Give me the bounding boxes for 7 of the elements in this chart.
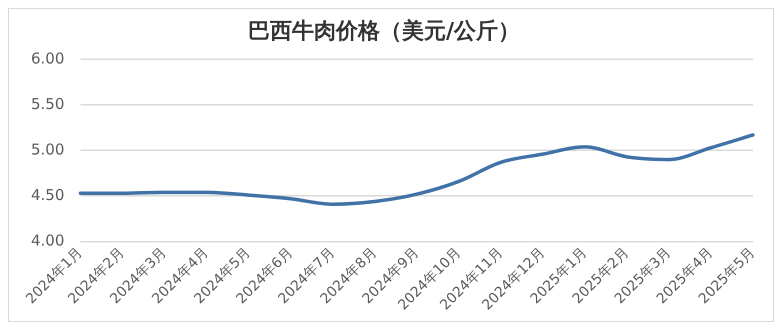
line-series [78,133,755,206]
y-tick-label: 6.00 [30,49,64,68]
y-tick-label: 4.50 [30,186,64,204]
chart-title: 巴西牛肉价格（美元/公斤） [248,18,520,44]
y-tick-label: 4.00 [30,231,64,250]
y-tick-label: 5.00 [30,140,64,158]
y-tick-label: 5.50 [30,94,64,113]
